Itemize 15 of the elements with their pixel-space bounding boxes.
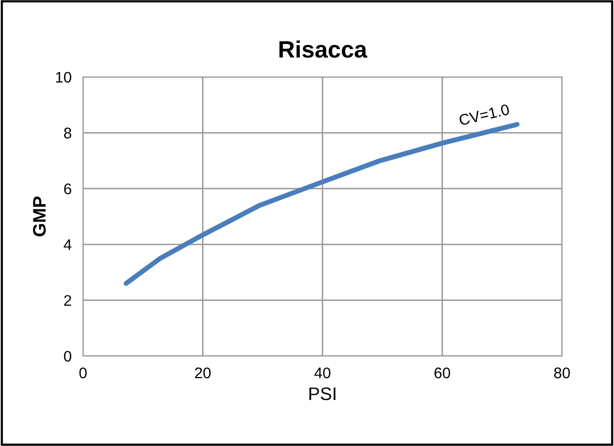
y-tick-label: 10 — [56, 72, 72, 83]
x-tick-label: 40 — [314, 368, 330, 378]
y-tick-label: 0 — [64, 350, 72, 362]
annotation: CV=1.0 — [458, 104, 510, 126]
x-tick-label: 20 — [195, 368, 211, 378]
x-tick-label: 0 — [79, 368, 87, 378]
y-tick-label: 2 — [64, 295, 72, 306]
y-axis-title: GMP — [32, 196, 46, 236]
chart-title: Risacca — [279, 40, 368, 58]
y-tick-label: 6 — [64, 183, 72, 194]
x-tick-label: 60 — [434, 368, 450, 378]
x-axis-title: PSI — [309, 387, 336, 400]
y-tick-label: 8 — [64, 128, 72, 138]
x-tick-label: 80 — [554, 368, 570, 378]
y-tick-label: 4 — [64, 239, 72, 250]
